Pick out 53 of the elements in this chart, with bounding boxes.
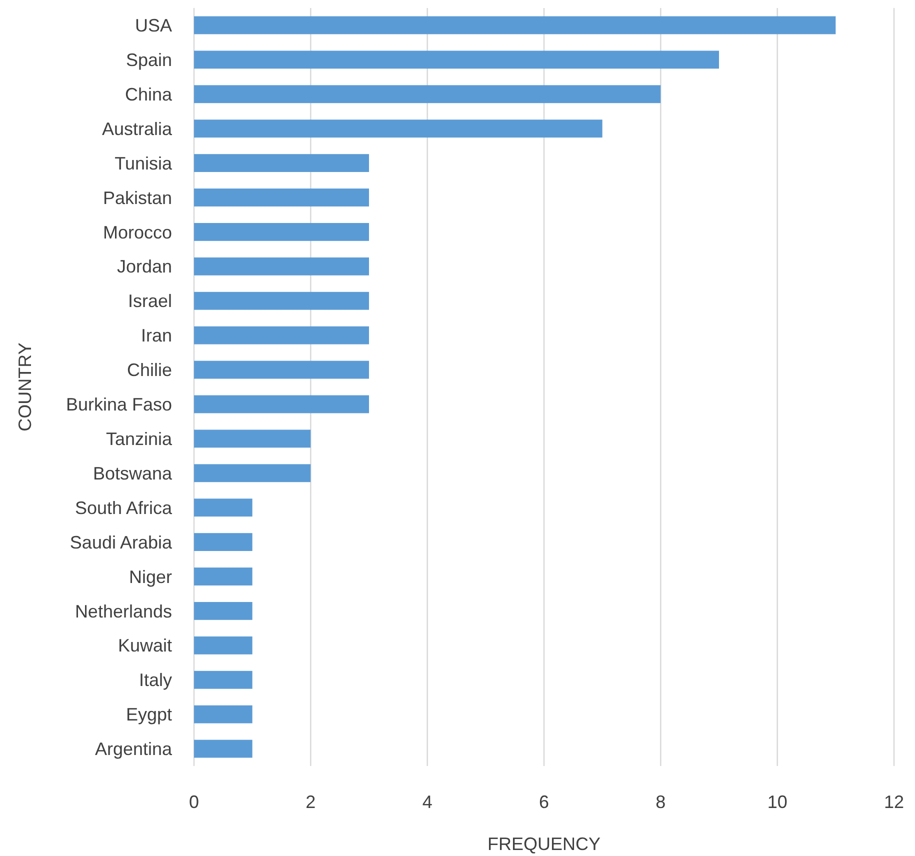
y-tick-label: Chilie [126,360,172,380]
bar [194,430,311,448]
y-axis-title: COUNTRY [15,342,35,432]
y-tick-label: Spain [126,50,172,70]
bar [194,120,602,138]
y-tick-label: China [124,84,173,104]
y-tick-label: Pakistan [102,188,172,208]
bar [194,395,369,414]
bar [194,636,252,654]
y-tick-label: Botswana [92,463,173,484]
bar [194,154,369,172]
bar [194,326,369,344]
x-tick-label: 0 [188,792,200,812]
bar [194,705,252,724]
y-tick-label: Iran [140,326,172,346]
bar [194,533,252,552]
bar [194,85,661,104]
y-tick-label: Tanzinia [106,428,173,449]
y-tick-label: Tunisia [114,153,173,174]
x-axis-title: FREQUENCY [487,834,601,854]
bar [194,257,369,276]
x-tick-label: 2 [306,792,316,812]
bar [194,602,252,620]
y-tick-label: Israel [128,291,172,312]
bar [194,50,719,69]
y-tick-label: Morocco [102,222,172,242]
y-tick-label: Argentina [94,739,173,760]
y-tick-label: Saudi Arabia [70,532,173,552]
bar [194,222,369,241]
bar [194,740,252,758]
bar [194,292,369,310]
x-tick-label: 8 [656,792,666,812]
y-tick-label: Kuwait [118,636,172,656]
y-tick-label: South Africa [74,498,173,518]
y-tick-label: Niger [128,566,172,587]
y-tick-label: Italy [138,670,172,690]
bar [194,568,252,586]
y-tick-label: USA [134,16,172,36]
y-tick-label: Jordan [116,256,172,277]
y-tick-label: Burkina Faso [66,394,172,415]
y-tick-label: Eygpt [126,704,172,725]
bar [194,498,252,517]
bar [194,670,252,689]
y-tick-label: Netherlands [74,601,172,622]
bar [194,188,369,206]
bar [194,16,836,34]
x-tick-label: 6 [538,792,550,812]
x-tick-label: 4 [422,792,432,812]
x-tick-label: 10 [767,792,788,812]
x-tick-label: 12 [884,792,904,812]
bar [194,464,311,482]
y-tick-label: Australia [102,118,173,139]
bar [194,360,369,379]
